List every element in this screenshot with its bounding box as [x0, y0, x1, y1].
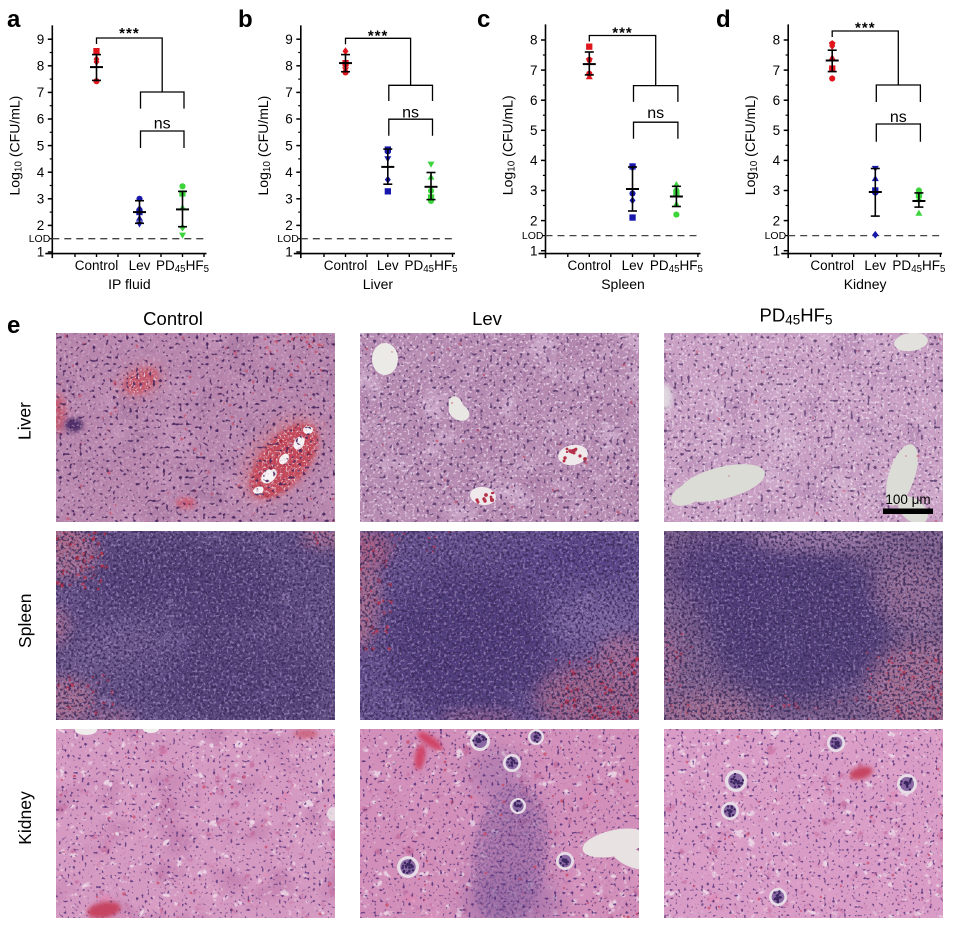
- svg-text:Control: Control: [568, 258, 612, 273]
- svg-text:4: 4: [285, 165, 293, 180]
- svg-text:6: 6: [37, 112, 45, 127]
- svg-text:PD45HF5: PD45HF5: [156, 258, 209, 275]
- svg-text:8: 8: [37, 59, 45, 74]
- svg-text:LOD: LOD: [765, 230, 787, 242]
- svg-text:***: ***: [612, 25, 633, 42]
- svg-text:7: 7: [530, 63, 538, 78]
- svg-text:PD45HF5: PD45HF5: [892, 258, 945, 275]
- svg-text:Lev: Lev: [864, 258, 886, 273]
- svg-text:LOD: LOD: [277, 233, 299, 245]
- svg-text:PD45HF5: PD45HF5: [405, 258, 458, 275]
- svg-text:5: 5: [773, 123, 781, 138]
- svg-text:PD45HF5: PD45HF5: [760, 305, 833, 328]
- svg-text:ns: ns: [890, 109, 907, 126]
- svg-text:Lev: Lev: [472, 308, 503, 329]
- svg-text:Control: Control: [324, 258, 368, 273]
- svg-text:Liver: Liver: [15, 402, 35, 440]
- svg-text:3: 3: [285, 192, 293, 207]
- svg-text:5: 5: [37, 138, 45, 153]
- svg-text:8: 8: [773, 33, 781, 48]
- svg-text:9: 9: [285, 32, 293, 47]
- svg-text:Lev: Lev: [622, 258, 644, 273]
- svg-text:Spleen: Spleen: [15, 593, 35, 648]
- svg-text:LOD: LOD: [29, 233, 51, 245]
- svg-text:e: e: [7, 312, 20, 339]
- svg-text:7: 7: [37, 85, 45, 100]
- svg-text:2: 2: [773, 213, 781, 228]
- svg-text:Lev: Lev: [129, 258, 151, 273]
- svg-text:Kidney: Kidney: [844, 276, 887, 292]
- svg-text:7: 7: [285, 85, 293, 100]
- svg-text:a: a: [7, 6, 21, 33]
- svg-text:Lev: Lev: [377, 258, 399, 273]
- svg-text:Liver: Liver: [363, 276, 394, 292]
- svg-text:7: 7: [773, 63, 781, 78]
- svg-text:PD45HF5: PD45HF5: [650, 258, 703, 275]
- svg-text:Control: Control: [810, 258, 854, 273]
- svg-text:IP fluid: IP fluid: [108, 276, 151, 292]
- svg-text:***: ***: [368, 28, 389, 45]
- svg-text:ns: ns: [154, 116, 171, 133]
- svg-text:4: 4: [37, 165, 45, 180]
- svg-text:3: 3: [773, 183, 781, 198]
- svg-text:9: 9: [37, 32, 45, 47]
- svg-text:5: 5: [285, 138, 293, 153]
- svg-text:6: 6: [530, 93, 538, 108]
- svg-text:Kidney: Kidney: [15, 791, 35, 845]
- svg-text:6: 6: [285, 112, 293, 127]
- svg-text:8: 8: [530, 33, 538, 48]
- svg-text:LOD: LOD: [522, 230, 544, 242]
- svg-text:ns: ns: [402, 104, 419, 121]
- svg-text:Spleen: Spleen: [601, 276, 645, 292]
- svg-text:6: 6: [773, 93, 781, 108]
- svg-text:4: 4: [773, 153, 781, 168]
- svg-text:3: 3: [37, 192, 45, 207]
- svg-text:ns: ns: [647, 105, 664, 122]
- svg-text:c: c: [477, 6, 490, 33]
- svg-text:1: 1: [37, 245, 45, 260]
- svg-text:2: 2: [530, 213, 538, 228]
- svg-text:2: 2: [37, 218, 45, 233]
- svg-text:***: ***: [855, 20, 876, 37]
- svg-text:b: b: [238, 6, 253, 33]
- svg-text:d: d: [716, 6, 731, 33]
- svg-text:1: 1: [773, 243, 781, 258]
- svg-text:***: ***: [119, 25, 140, 42]
- svg-text:2: 2: [285, 218, 293, 233]
- svg-text:5: 5: [530, 123, 538, 138]
- svg-text:Control: Control: [75, 258, 119, 273]
- svg-text:3: 3: [530, 183, 538, 198]
- svg-text:1: 1: [285, 245, 293, 260]
- svg-text:100 μm: 100 μm: [885, 492, 930, 507]
- svg-text:4: 4: [530, 153, 538, 168]
- svg-text:Control: Control: [143, 308, 203, 329]
- svg-text:8: 8: [285, 59, 293, 74]
- svg-text:1: 1: [530, 243, 538, 258]
